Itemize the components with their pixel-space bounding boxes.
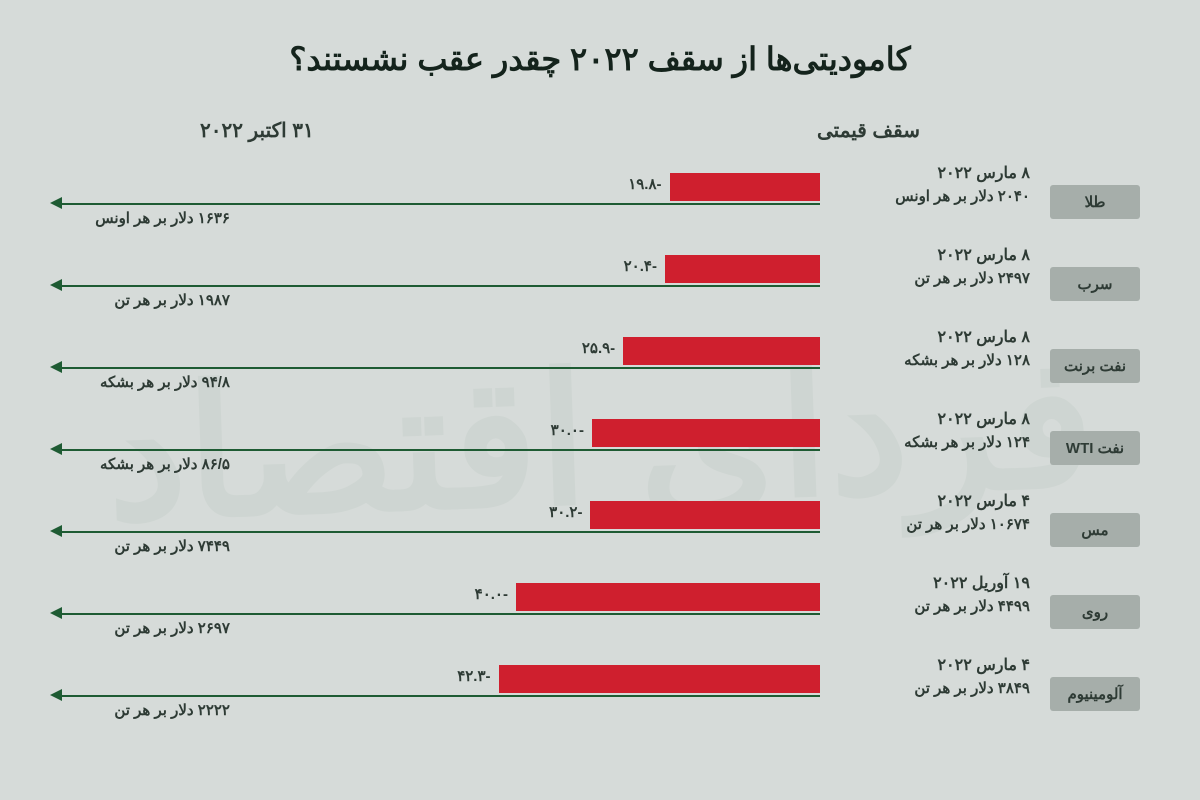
percent-label: -۳۰.۰: [551, 421, 584, 439]
percent-bar: [516, 583, 820, 611]
commodity-row: سرب ۸ مارس ۲۰۲۲ ۲۴۹۷ دلار بر هر تن -۲۰.۴ ۱۹۸…: [60, 245, 1140, 325]
line-area: -۲۵.۹ ۹۴/۸ دلار بر هر بشکه: [60, 327, 820, 407]
commodity-row: طلا ۸ مارس ۲۰۲۲ ۲۰۴۰ دلار بر هر اونس -۱۹.۸ ۱…: [60, 163, 1140, 243]
commodity-name: نفت WTI: [1050, 431, 1140, 465]
commodity-row: نفت WTI ۸ مارس ۲۰۲۲ ۱۲۴ دلار بر هر بشکه -۳۰…: [60, 409, 1140, 489]
commodity-row: مس ۴ مارس ۲۰۲۲ ۱۰۶۷۴ دلار بر هر تن -۳۰.۲ ۷۴۴…: [60, 491, 1140, 571]
header-left: ۳۱ اکتبر ۲۰۲۲: [200, 118, 314, 143]
peak-price: ۱۲۸ دلار بر هر بشکه: [830, 351, 1030, 369]
peak-date: ۸ مارس ۲۰۲۲: [830, 245, 1030, 265]
arrowhead-icon: [50, 361, 62, 373]
rows-container: طلا ۸ مارس ۲۰۲۲ ۲۰۴۰ دلار بر هر اونس -۱۹.۸ ۱…: [0, 143, 1200, 735]
peak-info: ۱۹ آوریل ۲۰۲۲ ۴۴۹۹ دلار بر هر تن: [830, 573, 1030, 615]
commodity-name: طلا: [1050, 185, 1140, 219]
percent-bar: [623, 337, 820, 365]
peak-price: ۳۸۴۹ دلار بر هر تن: [830, 679, 1030, 697]
peak-price: ۲۴۹۷ دلار بر هر تن: [830, 269, 1030, 287]
current-price: ۱۶۳۶ دلار بر هر اونس: [60, 209, 230, 227]
current-price: ۸۶/۵ دلار بر هر بشکه: [60, 455, 230, 473]
arrowhead-icon: [50, 197, 62, 209]
baseline: [60, 449, 820, 451]
column-headers: سقف قیمتی ۳۱ اکتبر ۲۰۲۲: [0, 78, 1200, 143]
peak-info: ۸ مارس ۲۰۲۲ ۱۲۴ دلار بر هر بشکه: [830, 409, 1030, 451]
current-price: ۲۶۹۷ دلار بر هر تن: [60, 619, 230, 637]
percent-label: -۲۵.۹: [582, 339, 615, 357]
percent-label: -۳۰.۲: [549, 503, 582, 521]
arrowhead-icon: [50, 689, 62, 701]
peak-info: ۸ مارس ۲۰۲۲ ۲۴۹۷ دلار بر هر تن: [830, 245, 1030, 287]
percent-label: -۴۲.۳: [457, 667, 490, 685]
commodity-name: آلومینیوم: [1050, 677, 1140, 711]
baseline: [60, 531, 820, 533]
arrowhead-icon: [50, 607, 62, 619]
peak-price: ۱۲۴ دلار بر هر بشکه: [830, 433, 1030, 451]
commodity-name: روی: [1050, 595, 1140, 629]
percent-label: -۱۹.۸: [628, 175, 661, 193]
peak-price: ۲۰۴۰ دلار بر هر اونس: [830, 187, 1030, 205]
percent-bar: [499, 665, 820, 693]
percent-label: -۲۰.۴: [624, 257, 657, 275]
header-right: سقف قیمتی: [817, 118, 920, 143]
line-area: -۲۰.۴ ۱۹۸۷ دلار بر هر تن: [60, 245, 820, 325]
peak-date: ۸ مارس ۲۰۲۲: [830, 327, 1030, 347]
current-price: ۷۴۴۹ دلار بر هر تن: [60, 537, 230, 555]
chart-title: کامودیتی‌ها از سقف ۲۰۲۲ چقدر عقب نشستند؟: [0, 0, 1200, 78]
baseline: [60, 695, 820, 697]
percent-bar: [590, 501, 820, 529]
percent-bar: [592, 419, 820, 447]
peak-date: ۸ مارس ۲۰۲۲: [830, 163, 1030, 183]
percent-bar: [665, 255, 820, 283]
percent-label: -۴۰.۰: [475, 585, 508, 603]
line-area: -۳۰.۰ ۸۶/۵ دلار بر هر بشکه: [60, 409, 820, 489]
commodity-row: روی ۱۹ آوریل ۲۰۲۲ ۴۴۹۹ دلار بر هر تن -۴۰.۰ ۲…: [60, 573, 1140, 653]
current-price: ۹۴/۸ دلار بر هر بشکه: [60, 373, 230, 391]
commodity-row: آلومینیوم ۴ مارس ۲۰۲۲ ۳۸۴۹ دلار بر هر تن -۴…: [60, 655, 1140, 735]
peak-date: ۴ مارس ۲۰۲۲: [830, 655, 1030, 675]
peak-date: ۴ مارس ۲۰۲۲: [830, 491, 1030, 511]
baseline: [60, 367, 820, 369]
current-price: ۱۹۸۷ دلار بر هر تن: [60, 291, 230, 309]
peak-date: ۱۹ آوریل ۲۰۲۲: [830, 573, 1030, 593]
line-area: -۱۹.۸ ۱۶۳۶ دلار بر هر اونس: [60, 163, 820, 243]
percent-bar: [670, 173, 820, 201]
peak-price: ۴۴۹۹ دلار بر هر تن: [830, 597, 1030, 615]
peak-info: ۴ مارس ۲۰۲۲ ۳۸۴۹ دلار بر هر تن: [830, 655, 1030, 697]
line-area: -۳۰.۲ ۷۴۴۹ دلار بر هر تن: [60, 491, 820, 571]
baseline: [60, 203, 820, 205]
arrowhead-icon: [50, 279, 62, 291]
peak-info: ۸ مارس ۲۰۲۲ ۱۲۸ دلار بر هر بشکه: [830, 327, 1030, 369]
commodity-name: سرب: [1050, 267, 1140, 301]
current-price: ۲۲۲۲ دلار بر هر تن: [60, 701, 230, 719]
arrowhead-icon: [50, 443, 62, 455]
commodity-row: نفت برنت ۸ مارس ۲۰۲۲ ۱۲۸ دلار بر هر بشکه -۲…: [60, 327, 1140, 407]
commodity-name: نفت برنت: [1050, 349, 1140, 383]
peak-date: ۸ مارس ۲۰۲۲: [830, 409, 1030, 429]
commodity-name: مس: [1050, 513, 1140, 547]
baseline: [60, 285, 820, 287]
baseline: [60, 613, 820, 615]
line-area: -۴۰.۰ ۲۶۹۷ دلار بر هر تن: [60, 573, 820, 653]
peak-info: ۴ مارس ۲۰۲۲ ۱۰۶۷۴ دلار بر هر تن: [830, 491, 1030, 533]
peak-price: ۱۰۶۷۴ دلار بر هر تن: [830, 515, 1030, 533]
peak-info: ۸ مارس ۲۰۲۲ ۲۰۴۰ دلار بر هر اونس: [830, 163, 1030, 205]
line-area: -۴۲.۳ ۲۲۲۲ دلار بر هر تن: [60, 655, 820, 735]
chart-canvas: فردای اقتصاد کامودیتی‌ها از سقف ۲۰۲۲ چقد…: [0, 0, 1200, 800]
arrowhead-icon: [50, 525, 62, 537]
